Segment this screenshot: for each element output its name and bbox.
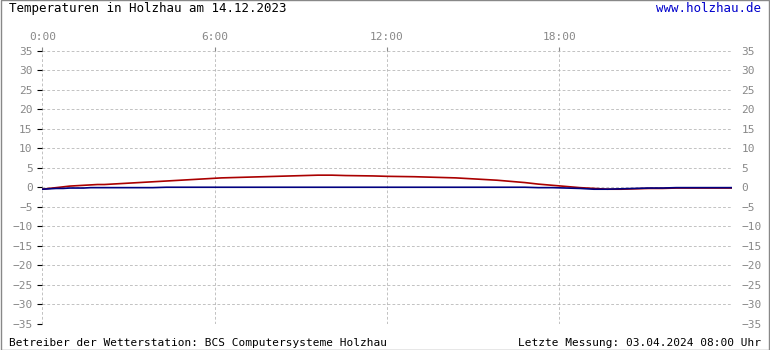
- Text: www.holzhau.de: www.holzhau.de: [656, 2, 761, 15]
- Text: Temperaturen in Holzhau am 14.12.2023: Temperaturen in Holzhau am 14.12.2023: [9, 2, 286, 15]
- Text: Letzte Messung: 03.04.2024 08:00 Uhr: Letzte Messung: 03.04.2024 08:00 Uhr: [517, 338, 761, 348]
- Text: Betreiber der Wetterstation: BCS Computersysteme Holzhau: Betreiber der Wetterstation: BCS Compute…: [9, 338, 387, 348]
